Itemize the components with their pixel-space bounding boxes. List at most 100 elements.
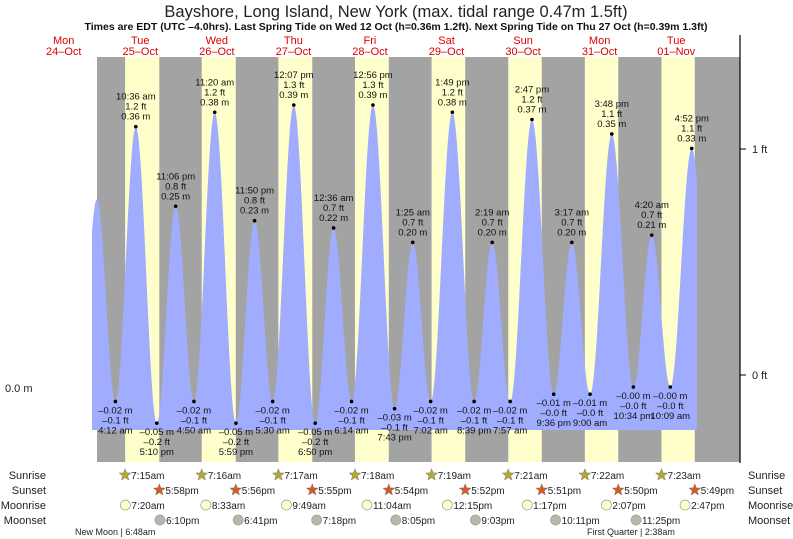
tide-dot — [570, 240, 574, 245]
moonset-moon-icon — [550, 514, 561, 526]
tide-label: 0.7 ft — [402, 217, 423, 228]
tide-label: 1:25 am — [396, 207, 430, 218]
tide-label: –0.1 ft — [461, 415, 488, 426]
tide-label: –0.2 ft — [223, 437, 250, 448]
day-date: 01–Nov — [657, 46, 695, 58]
tide-label: –0.1 ft — [181, 415, 208, 426]
tide-label: 11:20 am — [195, 77, 234, 88]
moonrise-moon-icon — [281, 499, 292, 511]
day-name: Tue — [667, 35, 686, 47]
tide-label: –0.2 ft — [144, 437, 171, 448]
high-tide-point: 3:48 pm1.1 ft0.35 m — [595, 99, 629, 136]
high-tide-point: 1:49 pm1.2 ft0.38 m — [435, 77, 470, 115]
tide-label: 12:36 am — [314, 193, 354, 204]
tide-dot — [212, 110, 217, 115]
tide-label: –0.0 ft — [657, 401, 684, 412]
sunrise-star-icon — [195, 468, 209, 481]
moonrise-moon-icon — [441, 499, 453, 511]
tide-label: –0.05 m — [219, 427, 253, 438]
sunset-star-icon — [458, 483, 472, 496]
day-date: 25–Oct — [123, 46, 158, 58]
moonrise-time: 1:17pm — [533, 501, 566, 512]
tide-dot — [588, 392, 592, 397]
sunset-time: 5:50pm — [624, 486, 657, 497]
sunset-time: 5:51pm — [548, 486, 581, 497]
tide-label: –0.02 m — [414, 405, 448, 416]
moonset-time: 7:18pm — [323, 516, 356, 527]
tide-label: 0.23 m — [240, 206, 269, 217]
high-tide-point: 12:56 pm1.3 ft0.39 m — [353, 70, 393, 107]
day-name: Wed — [206, 35, 228, 47]
tide-label: 1.2 ft — [125, 102, 146, 113]
tide-label: 9:36 pm — [537, 418, 571, 429]
tide-label: 1.3 ft — [283, 80, 304, 91]
sunrise-time: 7:15am — [131, 471, 164, 482]
tide-label: 0.7 ft — [561, 217, 582, 228]
tide-label: 5:30 am — [256, 425, 290, 436]
tide-dot — [234, 421, 238, 425]
tide-label: –0.1 ft — [338, 415, 365, 426]
sunset-time: 5:55pm — [318, 486, 351, 497]
sunset-star-icon — [152, 483, 166, 496]
tide-label: 0.39 m — [358, 90, 387, 101]
sunrise-star-icon — [425, 468, 439, 481]
sunrise-time: 7:18am — [361, 471, 394, 482]
day-date: 27–Oct — [276, 46, 311, 58]
day-name: Fri — [364, 35, 377, 47]
moonrise-time: 9:49am — [292, 501, 325, 512]
tide-label: 9:00 am — [573, 418, 607, 429]
tide-label: 2:47 pm — [515, 84, 549, 95]
day-name: Tue — [131, 35, 150, 47]
tide-dot — [631, 385, 636, 389]
moonset-time: 6:41pm — [244, 516, 277, 527]
high-tide-point: 3:17 am0.7 ft0.20 m — [555, 207, 589, 245]
tide-label: 12:56 pm — [353, 70, 393, 81]
tide-label: 4:52 pm — [675, 113, 709, 124]
tide-label: 0.38 m — [438, 97, 467, 108]
moon-phase-label: First Quarter | 2:38am — [587, 527, 675, 537]
sunset-time: 5:56pm — [242, 486, 275, 497]
low-tide-point: –0.02 m–0.1 ft4:50 am — [177, 399, 211, 436]
moonrise-time: 2:07pm — [612, 501, 645, 512]
moonset-time: 10:11pm — [562, 516, 600, 527]
high-tide-point: 10:36 am1.2 ft0.36 m — [116, 92, 156, 129]
tide-label: 0.20 m — [557, 227, 586, 238]
tide-label: –0.02 m — [98, 405, 132, 416]
high-tide-point: 12:07 pm1.3 ft0.39 m — [274, 70, 314, 107]
moonset-time: 9:03pm — [481, 516, 514, 527]
tide-dot — [668, 385, 673, 389]
tide-label: 10:34 pm — [614, 411, 654, 422]
right-axis-label-1ft: 1 ft — [752, 144, 767, 156]
day-name: Mon — [53, 35, 74, 47]
high-tide-point: 11:50 pm0.8 ft0.23 m — [235, 186, 274, 223]
tide-label: 5:10 pm — [140, 447, 174, 458]
tide-label: 0.33 m — [677, 133, 706, 144]
moonset-moon-icon — [154, 514, 166, 526]
sunset-star-icon — [305, 483, 319, 496]
sunrise-time: 7:23am — [667, 471, 700, 482]
moonrise-time: 11:04am — [373, 501, 411, 512]
tide-label: –0.00 m — [616, 391, 650, 402]
tide-label: 0.20 m — [398, 227, 427, 238]
tide-dot — [134, 124, 138, 129]
tide-dot — [609, 132, 614, 136]
sunrise-star-icon — [271, 468, 285, 481]
tide-dot — [428, 399, 433, 404]
tide-label: 12:07 pm — [274, 70, 314, 81]
low-tide-point: –0.02 m–0.1 ft8:39 pm — [457, 399, 491, 436]
tide-label: 10:09 am — [650, 411, 690, 422]
low-tide-point: –0.03 m–0.1 ft7:43 pm — [377, 406, 412, 444]
tide-dot — [270, 399, 275, 404]
tide-dot — [530, 117, 534, 122]
tide-dot — [392, 406, 397, 411]
tide-label: 7:57 am — [493, 425, 527, 436]
tide-label: 0.8 ft — [244, 196, 265, 207]
moonset-moon-icon — [630, 514, 642, 526]
tide-dot — [689, 146, 694, 151]
day-date: 29–Oct — [429, 46, 464, 58]
tide-label: –0.0 ft — [540, 408, 567, 419]
tide-label: –0.02 m — [457, 405, 491, 416]
tide-area — [92, 105, 697, 430]
